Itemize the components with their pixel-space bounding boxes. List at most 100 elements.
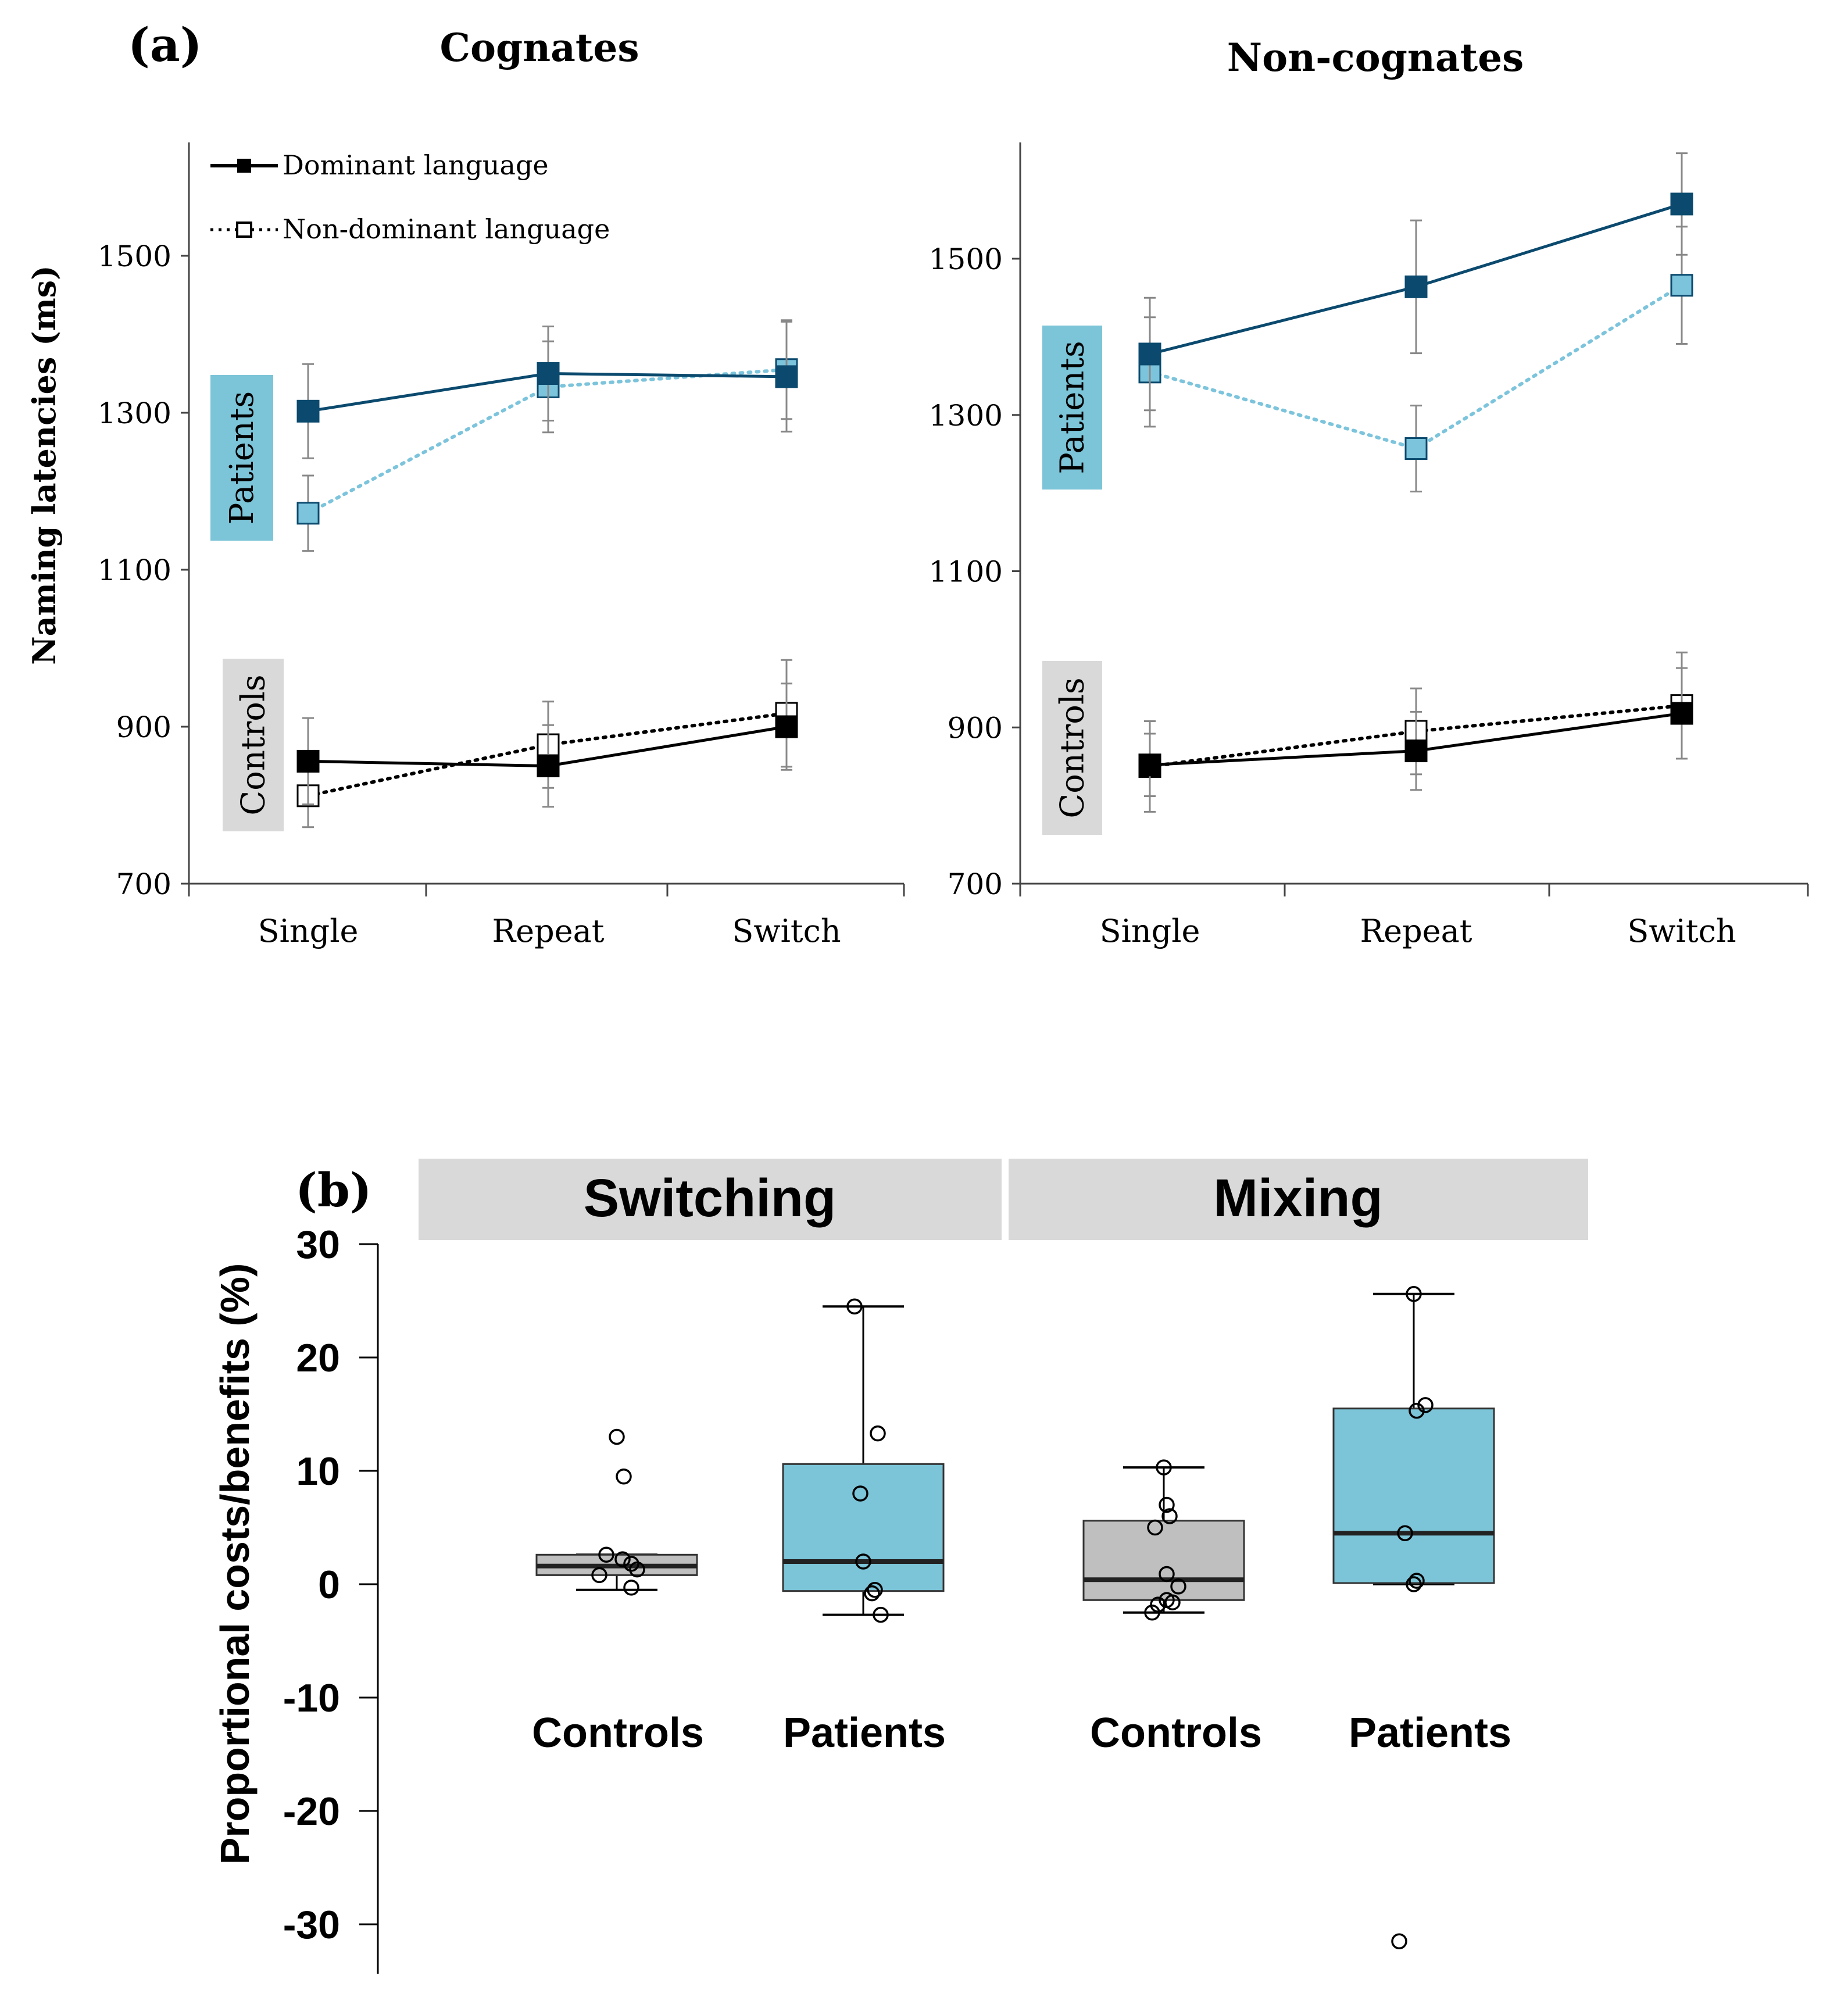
switching-controls-point: [623, 1580, 639, 1596]
switching-patients-point: [873, 1606, 889, 1623]
x-category-label: Controls: [532, 1710, 704, 1756]
switching-patients-point: [852, 1485, 868, 1502]
mixing-patients-box: [1332, 1407, 1495, 1584]
y-tick-label: -10: [283, 1676, 340, 1720]
controls-dominant-marker: [296, 749, 320, 773]
switching-controls-point: [623, 1556, 639, 1572]
chart-cognates: Patients Controls 700 900 1100 1300 1500 Sing…: [98, 142, 905, 949]
y-axis-title-a: Naming latencies (ms): [26, 265, 63, 664]
y-tick-label: 1300: [98, 396, 171, 430]
y-tick-label: 1100: [98, 553, 171, 587]
x-category-label: Controls: [1090, 1710, 1262, 1756]
panel-a-label: (a): [128, 17, 202, 72]
facet-header-switching: [419, 1159, 1002, 1240]
x-tick-label: Single: [1100, 913, 1200, 949]
y-tick-label: 10: [296, 1449, 340, 1494]
group-tag-patients-label: Patients: [1054, 341, 1092, 474]
mixing-controls-point: [1161, 1508, 1178, 1524]
controls-dominant-marker: [1138, 753, 1161, 777]
x-category-label: Patients: [1349, 1710, 1511, 1756]
panel-b-label: (b): [295, 1163, 372, 1217]
cognates-title: Cognates: [439, 25, 639, 70]
patients-dominant-marker: [296, 399, 320, 423]
facet-label-mixing: Mixing: [1213, 1169, 1382, 1228]
y-tick-label: 30: [296, 1223, 340, 1267]
mixing-patients-point: [1406, 1576, 1422, 1592]
controls-dominant-marker: [537, 755, 560, 777]
legend: Dominant language Non-dominant language: [210, 149, 610, 245]
mixing-patients-point: [1397, 1525, 1413, 1541]
chart-noncognates: Patients Controls 700 900 1100 1300 1500 Sing…: [929, 142, 1809, 949]
mixing-patients-point: [1391, 1933, 1407, 1949]
patients-dominant-marker: [1138, 342, 1161, 366]
legend-dominant-marker: [237, 159, 251, 173]
x-tick-label: Repeat: [492, 913, 604, 949]
switching-controls-point: [629, 1561, 645, 1578]
y-tick-label: 700: [116, 867, 171, 901]
controls-dominant-marker: [1670, 702, 1693, 725]
y-tick-label: 1500: [929, 242, 1003, 276]
y-tick-label: 1300: [929, 399, 1003, 433]
y-tick-label: 700: [948, 867, 1003, 901]
controls-dominant-marker: [1404, 739, 1428, 763]
legend-nondominant-label: Non-dominant language: [283, 213, 610, 245]
mixing-controls-point: [1159, 1566, 1175, 1582]
mixing-controls-point: [1150, 1596, 1166, 1613]
mixing-controls-point: [1159, 1496, 1175, 1513]
mixing-patients-point: [1409, 1402, 1425, 1419]
x-category-label: Patients: [783, 1710, 946, 1756]
mixing-controls-point: [1144, 1605, 1160, 1621]
patients-nondominant-marker: [1404, 437, 1428, 460]
chart-costs: -30 -20 -10 0 10 20 30 Controls Patients Control…: [283, 1223, 1511, 1974]
mixing-controls-point: [1170, 1578, 1186, 1595]
patients-dominant-marker: [1670, 192, 1693, 216]
legend-dominant-label: Dominant language: [283, 149, 549, 181]
y-axis-title-b: Proportional costs/benefits (%): [212, 1263, 258, 1865]
x-tick-label: Single: [258, 913, 359, 949]
switching-controls-point: [598, 1546, 614, 1563]
group-tag-controls-label: Controls: [1054, 677, 1092, 818]
switching-controls-point: [614, 1551, 631, 1567]
mixing-controls-point: [1147, 1519, 1163, 1536]
mixing-controls-box: [1082, 1520, 1245, 1601]
switching-patients-box: [782, 1463, 945, 1592]
facet-headers: Switching Mixing: [419, 1159, 1588, 1240]
patients-dominant-marker: [775, 365, 798, 388]
group-tag-controls: [1042, 661, 1102, 835]
switching-patients-point: [846, 1298, 863, 1314]
switching-patients-point: [855, 1553, 871, 1570]
legend-nondominant-marker: [236, 221, 252, 238]
y-tick-label: 20: [296, 1336, 340, 1380]
mixing-patients-point: [1406, 1286, 1422, 1302]
patients-nondominant-marker: [1670, 274, 1693, 297]
switching-controls-point: [616, 1469, 632, 1485]
patients-dominant-marker: [1404, 275, 1428, 298]
patients-nondominant-marker: [296, 502, 320, 525]
patients-dominant-marker: [537, 362, 560, 385]
mixing-patients-point: [1409, 1573, 1425, 1589]
y-tick-label: 900: [948, 711, 1003, 745]
switching-controls-point: [609, 1428, 625, 1445]
y-tick-label: 1100: [929, 555, 1003, 589]
mixing-controls-point: [1156, 1459, 1172, 1475]
x-tick-label: Repeat: [1360, 913, 1472, 949]
y-tick-label: 0: [318, 1563, 340, 1607]
controls-dominant-marker: [775, 715, 798, 738]
switching-controls-point: [591, 1567, 607, 1584]
y-tick-label: -30: [283, 1903, 340, 1947]
facet-label-switching: Switching: [584, 1169, 836, 1228]
switching-patients-point: [864, 1585, 880, 1602]
y-tick-label: 1500: [98, 240, 171, 273]
group-tag-controls: [223, 659, 284, 831]
group-tag-patients-label: Patients: [223, 391, 261, 524]
y-tick-label: 900: [116, 710, 171, 744]
facet-header-mixing: [1009, 1159, 1588, 1240]
noncognates-title: Non-cognates: [1227, 35, 1524, 80]
switching-patients-point: [867, 1582, 883, 1598]
x-tick-label: Switch: [1627, 913, 1736, 949]
group-tag-controls-label: Controls: [235, 674, 273, 815]
x-tick-label: Switch: [732, 913, 841, 949]
switching-patients-point: [870, 1425, 886, 1442]
y-tick-label: -20: [283, 1789, 340, 1834]
